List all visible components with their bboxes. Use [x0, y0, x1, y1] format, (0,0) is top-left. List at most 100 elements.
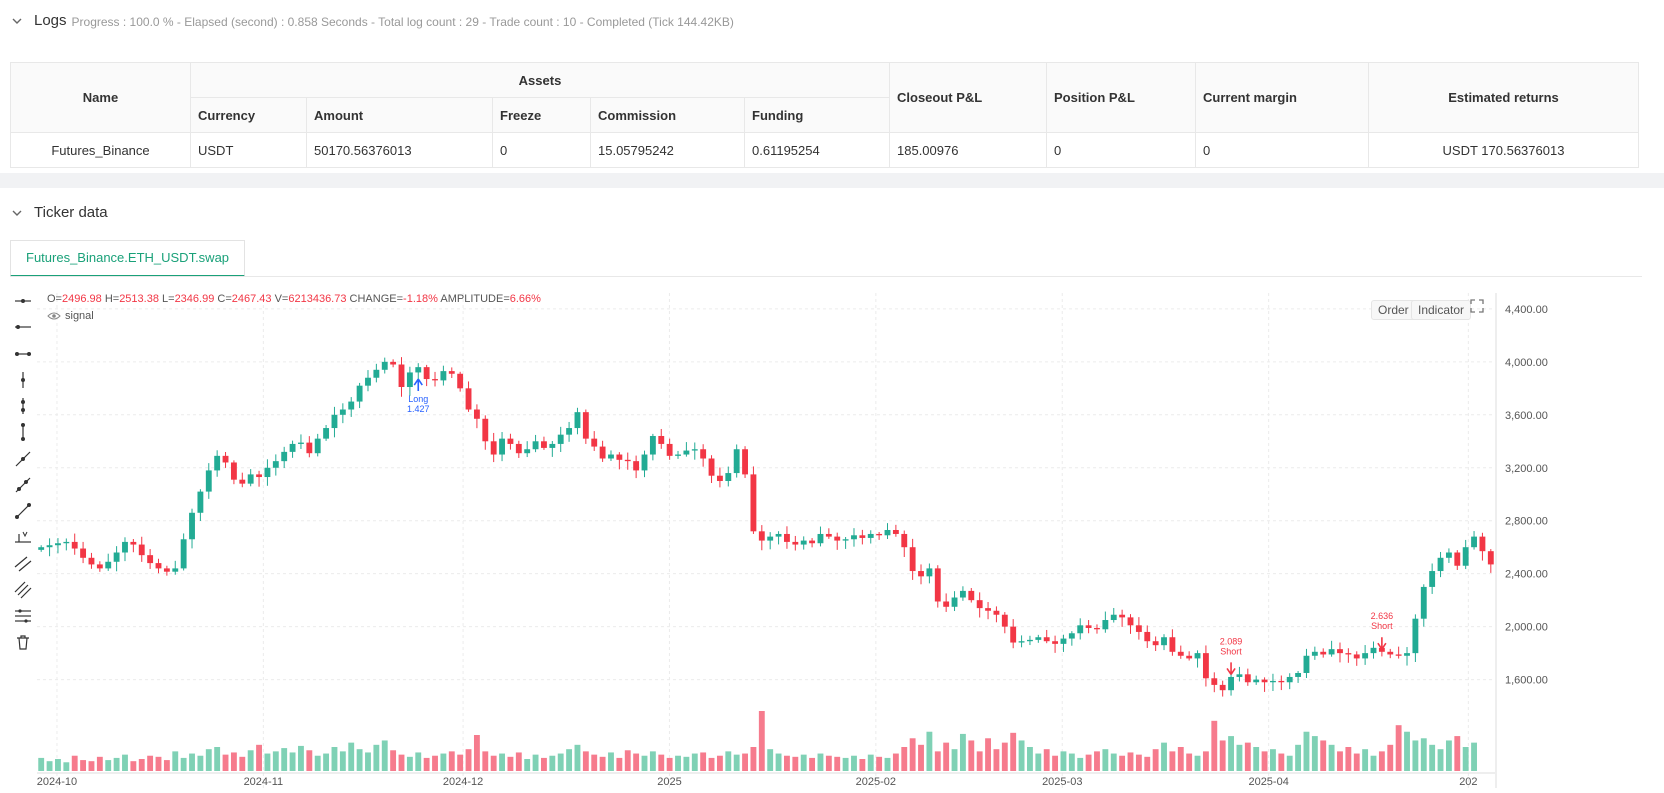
tab-eth-usdt-swap[interactable]: Futures_Binance.ETH_USDT.swap — [10, 240, 246, 277]
volume-bar — [1127, 752, 1134, 771]
signal-legend[interactable]: signal — [47, 310, 94, 322]
trash-icon[interactable] — [14, 633, 32, 651]
volume-bar — [247, 750, 254, 771]
candle-body — [440, 371, 447, 381]
fullscreen-icon[interactable] — [1469, 298, 1485, 314]
candle-body — [1102, 620, 1109, 630]
logs-header[interactable]: Logs Progress : 100.0 % - Elapsed (secon… — [10, 12, 734, 29]
volume-bar — [733, 754, 740, 771]
short-value: 2.089 — [1220, 636, 1243, 646]
volume-bar — [1177, 747, 1184, 771]
candle-body — [432, 379, 438, 381]
candle-body — [1311, 651, 1318, 656]
volume-bar — [205, 749, 212, 771]
volume-bar — [432, 755, 438, 771]
candle-body — [649, 435, 656, 455]
candle-body — [541, 441, 547, 448]
volume-bar — [1018, 740, 1025, 771]
candle-body — [105, 561, 112, 569]
trend-ray-tool-icon[interactable] — [14, 476, 32, 494]
x-tick-label: 2025-04 — [1248, 776, 1288, 788]
cell-position-pnl: 0 — [1046, 132, 1196, 168]
volume-bar — [147, 755, 154, 771]
vertical-ray-tool-icon[interactable] — [14, 397, 32, 415]
volume-bar — [1462, 747, 1469, 771]
candle-body — [1320, 651, 1327, 655]
trend-line-tool-icon[interactable] — [14, 450, 32, 468]
volume-bar — [1370, 755, 1377, 771]
volume-bar — [1194, 755, 1201, 771]
candle-body — [1068, 633, 1075, 639]
candle-body — [1228, 676, 1234, 691]
vertical-line-tool-icon[interactable] — [14, 371, 32, 389]
horizontal-segment-tool-icon[interactable] — [14, 345, 32, 363]
candle-body — [750, 474, 757, 532]
volume-bar — [926, 731, 933, 771]
ticker-header[interactable]: Ticker data — [10, 204, 108, 221]
volume-bar — [155, 756, 162, 771]
y-tick-label: 4,000.00 — [1505, 357, 1548, 369]
candle-body — [599, 446, 606, 459]
volume-bar — [909, 738, 916, 771]
volume-bar — [281, 748, 288, 771]
volume-bar — [415, 752, 422, 771]
volume-bar — [859, 759, 866, 771]
candle-body — [1052, 641, 1059, 644]
vertical-segment-tool-icon[interactable] — [14, 423, 32, 441]
volume-bar — [1110, 753, 1117, 771]
candlestick-chart[interactable]: 4,400.00 4,000.00 3,600.00 3,200.00 2,800.00… — [0, 288, 1664, 793]
volume-bar — [406, 756, 413, 771]
pitchfork-tool-icon[interactable] — [14, 581, 32, 599]
horizontal-line-tool-icon[interactable] — [14, 292, 32, 310]
candle-body — [557, 434, 564, 444]
parallel-channel-tool-icon[interactable] — [14, 555, 32, 573]
volume-bar — [624, 750, 631, 771]
candle-body — [1253, 679, 1260, 683]
candle-body — [884, 529, 891, 536]
volume-bar — [1337, 751, 1343, 771]
x-tick-label: 202 — [1459, 776, 1477, 788]
candle-body — [96, 564, 103, 569]
candle-body — [1345, 653, 1352, 655]
header-commission: Commission — [590, 97, 745, 133]
volume-bar — [423, 757, 430, 771]
candle-body — [1001, 614, 1008, 627]
header-estimated-returns: Estimated returns — [1368, 62, 1639, 133]
horizontal-ray-tool-icon[interactable] — [14, 318, 32, 336]
y-tick-label: 3,200.00 — [1505, 463, 1548, 475]
volume-bar — [1261, 751, 1268, 771]
volume-bar — [968, 740, 975, 771]
price-range-tool-icon[interactable] — [14, 528, 32, 546]
indicator-button[interactable]: Indicator — [1411, 300, 1472, 320]
fib-retracement-tool-icon[interactable] — [14, 607, 32, 625]
volume-bar — [1052, 755, 1059, 771]
volume-bar — [633, 753, 640, 771]
chevron-down-icon[interactable] — [10, 206, 24, 220]
volume-bar — [222, 754, 229, 771]
volume-bar — [951, 749, 958, 771]
candle-body — [1186, 655, 1193, 659]
y-tick-label: 2,400.00 — [1505, 569, 1548, 581]
cell-funding: 0.61195254 — [744, 132, 890, 168]
volume-bar — [264, 753, 271, 771]
order-button[interactable]: Order — [1371, 300, 1416, 320]
volume-bar — [105, 760, 112, 771]
candle-body — [943, 601, 950, 607]
candle-body — [1362, 653, 1369, 659]
candle-body — [373, 369, 380, 378]
table-subheader-row: Currency Amount Freeze Commission Fundin… — [11, 97, 1639, 133]
eye-icon[interactable] — [47, 311, 61, 321]
candle-body — [582, 412, 589, 439]
candle-body — [549, 443, 556, 448]
candle-body — [323, 428, 330, 439]
candle-body — [46, 545, 53, 548]
chevron-down-icon[interactable] — [10, 14, 24, 28]
candle-body — [205, 470, 212, 492]
extended-line-tool-icon[interactable] — [14, 502, 32, 520]
high-value: 2513.38 — [119, 293, 159, 305]
volume-bar — [80, 760, 87, 771]
candle-body — [1169, 637, 1176, 652]
volume-bar — [591, 754, 598, 771]
volume-bar — [256, 744, 262, 771]
logs-status: Progress : 100.0 % - Elapsed (second) : … — [71, 14, 734, 29]
